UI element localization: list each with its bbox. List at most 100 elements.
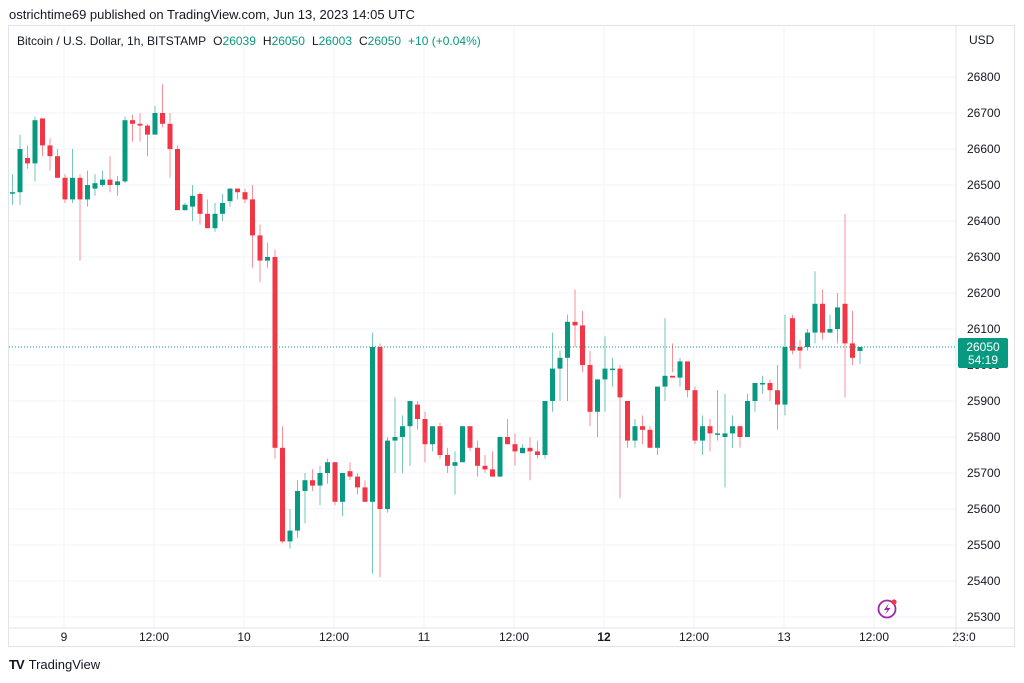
candle-body-up: [302, 480, 308, 491]
candle-body-down: [820, 303, 825, 333]
candle-body-up: [760, 383, 765, 385]
candle-body-up: [812, 303, 818, 333]
candle-body-down: [842, 303, 848, 344]
candle-body-up: [152, 113, 158, 135]
candle-body-up: [452, 462, 458, 466]
candle-body-down: [137, 123, 143, 126]
change-value: +10 (+0.04%): [408, 34, 481, 48]
candle-body-up: [340, 473, 345, 502]
candle-body-down: [572, 321, 578, 326]
candle-body-down: [55, 156, 60, 178]
lightning-icon[interactable]: [877, 599, 897, 619]
candle-body-down: [205, 213, 210, 229]
price-tick-label: 26600: [967, 142, 1001, 156]
high-label: H: [262, 34, 272, 48]
candle-body-down: [437, 426, 443, 455]
candle-body-up: [370, 347, 375, 502]
candle-body-up: [722, 433, 728, 437]
time-tick-label: 12:00: [499, 630, 529, 644]
time-tick-label: 12: [597, 630, 611, 644]
candle-body-down: [475, 447, 480, 466]
candle-body-up: [100, 179, 105, 185]
candle-body-up: [122, 120, 128, 182]
candle-body-up: [287, 530, 293, 542]
candle-body-down: [332, 462, 338, 502]
candle-body-up: [550, 368, 555, 401]
candle-body-down: [347, 471, 353, 477]
price-tick-label: 25900: [967, 394, 1001, 408]
chart-frame: [8, 25, 1015, 647]
candle-body-up: [190, 195, 195, 207]
price-tick-label: 26300: [967, 250, 1001, 264]
candle-body-down: [512, 444, 518, 452]
tradingview-logo[interactable]: TV TradingView: [9, 657, 100, 672]
low-value: 26003: [318, 34, 352, 48]
candle-body-up: [325, 462, 330, 473]
candle-body-up: [610, 368, 615, 371]
open-label: O: [213, 34, 223, 48]
candle-body-down: [797, 347, 803, 351]
candle-body-down: [160, 113, 165, 124]
candle-body-down: [850, 343, 855, 358]
candle-body-down: [415, 404, 420, 419]
candle-body-down: [737, 426, 743, 437]
candle-body-up: [602, 368, 608, 380]
candle-body-up: [92, 183, 98, 189]
candle-body-up: [805, 332, 810, 347]
candle-body-up: [752, 383, 758, 401]
candle-body-down: [355, 476, 360, 488]
last-price-badge: [958, 338, 1008, 368]
candle-body-up: [595, 379, 600, 412]
candle-body-up: [730, 426, 735, 434]
candle-body-down: [257, 235, 263, 261]
candle-body-down: [707, 426, 713, 434]
candle-body-up: [430, 426, 435, 445]
open-value: 26039: [222, 34, 256, 48]
candle-body-up: [827, 329, 833, 333]
candle-body-up: [745, 401, 750, 437]
candle-body-down: [767, 383, 773, 391]
candle-body-down: [580, 325, 585, 365]
time-tick-label: 10: [237, 630, 251, 644]
candle-body-down: [625, 401, 630, 441]
candle-body-up: [32, 120, 38, 164]
candle-body-down: [775, 390, 780, 405]
bar-countdown: 54:19: [968, 353, 998, 367]
candle-body-up: [557, 357, 563, 369]
candle-body-down: [197, 194, 203, 214]
candle-body-up: [295, 491, 300, 531]
time-tick-label: 12:00: [679, 630, 709, 644]
candle-body-down: [145, 125, 150, 135]
candle-body-up: [220, 203, 225, 214]
candle-body-down: [130, 120, 135, 124]
candle-body-up: [85, 185, 90, 200]
candle-body-up: [385, 440, 390, 509]
high-value: 26050: [271, 34, 305, 48]
candle-body-up: [70, 177, 75, 200]
price-tick-label: 26400: [967, 214, 1001, 228]
candle-body-up: [460, 426, 465, 463]
candle-body-up: [662, 375, 668, 387]
candle-body-down: [280, 447, 285, 542]
candle-body-down: [587, 365, 593, 412]
candle-body-down: [640, 426, 645, 430]
candle-body-down: [505, 437, 510, 445]
price-tick-label: 25400: [967, 574, 1001, 588]
candle-body-down: [107, 179, 113, 185]
candle-body-down: [77, 177, 83, 200]
price-tick-label: 25700: [967, 466, 1001, 480]
candle-body-down: [790, 318, 795, 351]
candle-body-down: [685, 361, 690, 391]
brand-name: TradingView: [28, 657, 101, 672]
candle-body-up: [632, 426, 638, 441]
candle-body-up: [715, 433, 720, 435]
candle-body-down: [250, 199, 255, 236]
candle-body-up: [227, 188, 233, 202]
close-label: C: [359, 34, 368, 48]
currency-label: USD: [969, 33, 995, 47]
price-tick-label: 26200: [967, 286, 1001, 300]
price-tick-label: 25500: [967, 538, 1001, 552]
time-tick-label: 23:0: [952, 630, 976, 644]
candle-body-down: [527, 447, 533, 452]
